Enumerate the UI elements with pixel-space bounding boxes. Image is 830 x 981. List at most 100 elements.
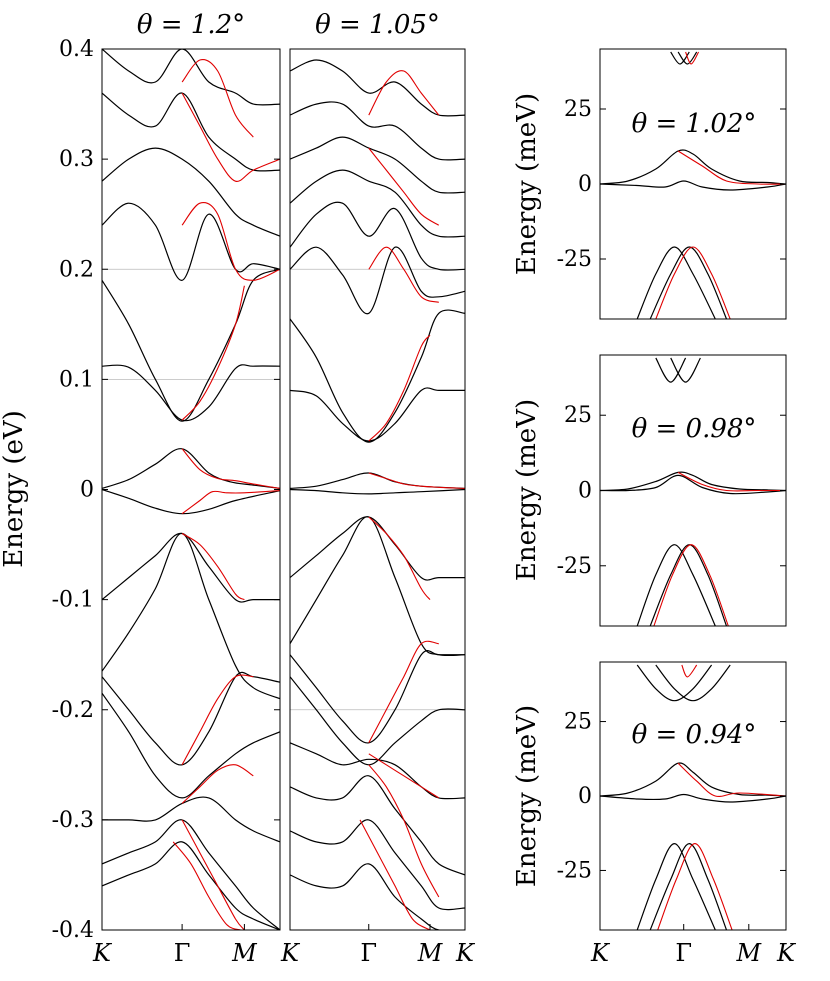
band-1.2-series-cone-dn-a: [102, 532, 280, 603]
band-1.05-series-lower-d: [290, 676, 465, 766]
band-1.2-series-upper-red-1: [181, 202, 280, 281]
band-1.2-series-cone-dn-red-2: [181, 674, 254, 766]
zoom-0.98-title: θ = 0.98°: [632, 414, 757, 444]
band-1.05-bands: [290, 59, 465, 930]
zoom-1.02-series-flat-dn: [600, 180, 786, 191]
band-1.05-title: θ = 1.05°: [315, 10, 440, 40]
zoom-0.98-series-flat-red: [677, 471, 786, 492]
band-1.2-series-upper-red-3: [181, 59, 254, 138]
zoom-0.98-ylabel: Energy (meV): [512, 399, 542, 581]
zoom-0.94-series-cone-dn-r: [649, 842, 728, 930]
band-1.05-series-upper-h: [290, 59, 465, 117]
band-1.05-series-cone-dn-c: [290, 650, 465, 744]
band-1.05-series-lower-flat: [290, 488, 465, 495]
band-1.05-series-upper-d: [290, 201, 465, 271]
zoom-0.98-bands: [600, 357, 786, 626]
band-1.05-series-lower-f: [290, 775, 465, 876]
band-1.2-frame: [101, 48, 281, 931]
zoom-0.98-ytick-label: -25: [557, 554, 592, 579]
band-1.05-series-upper-c: [290, 246, 465, 315]
zoom-0.98-ytick-label: 0: [578, 479, 592, 504]
band-1.2-series-lower-flat: [102, 488, 280, 515]
zoom-1.02-ylabel: Energy (meV): [512, 93, 542, 275]
zoom-0.98-ytick-label: 25: [564, 403, 592, 428]
band-1.05-series-lower-red-2: [359, 819, 431, 930]
band-1.2-series-lower-e: [102, 796, 280, 843]
band-1.05-series-upper-g: [290, 101, 465, 161]
zoom-0.94-ytick-label: 25: [564, 710, 592, 735]
zoom-0.94-xtick-label: K: [590, 939, 611, 967]
zoom-0.94-series-flat-red: [677, 762, 786, 797]
zoom-0.94-series-cone-up-red: [681, 664, 698, 678]
band-1.2-ytick-label: 0.1: [59, 367, 94, 392]
band-1.2-series-lower-g: [102, 841, 280, 930]
zoom-1.02-series-cone-up-r: [677, 51, 698, 65]
band-1.05-series-cone-up-red: [368, 334, 431, 442]
zoom-0.98-series-flat-dn: [600, 474, 786, 495]
zoom-0.98-series-cone-dn-red: [653, 544, 729, 626]
zoom-1.02-ytick-label: 0: [578, 172, 592, 197]
band-1.2-ytick-label: 0.3: [59, 147, 94, 172]
band-1.2-ytick-label: 0.2: [59, 257, 94, 282]
band-1.05-xtick-label: M: [417, 939, 444, 967]
band-1.05-series-cone-up-a: [290, 309, 465, 443]
band-1.05-series-upper-e: [290, 169, 465, 238]
zoom-0.94-bands: [600, 664, 786, 930]
zoom-0.98-series-cone-up-r: [670, 357, 701, 383]
band-1.2-series-upper-c: [102, 202, 280, 281]
band-1.2-panel: 0.4 0.3 0.2 0.1 0 -0.1 -0.2 -0.3 -0.4K Γ Mθ = 1.2°…: [0, 10, 281, 967]
band-1.2-xtick-label: M: [231, 939, 258, 967]
band-1.2-series-upper-flat: [102, 448, 280, 489]
zoom-0.94-xtick-label: K: [776, 939, 797, 967]
zoom-1.02-ytick-label: -25: [557, 247, 592, 272]
zoom-0.94-panel: 250-25K Γ M Kθ = 0.94°Energy (meV): [512, 661, 797, 967]
zoom-1.02-series-flat-red: [677, 150, 786, 185]
zoom-1.02-series-cone-dn-red: [655, 246, 731, 319]
zoom-0.94-title: θ = 0.94°: [632, 720, 757, 750]
band-1.05-series-cone-dn-red: [368, 516, 431, 600]
zoom-0.94-series-cone-dn-l: [636, 842, 716, 930]
zoom-0.94-ytick-label: 0: [578, 784, 592, 809]
band-1.2-series-cone-up-red: [181, 285, 245, 421]
band-1.2-xtick-label: Γ: [174, 939, 191, 967]
band-1.2-ylabel: Energy (eV): [0, 410, 29, 568]
band-1.05-series-lower-e: [290, 742, 465, 800]
zoom-1.02-panel: 25 0 -25 θ = 1.02° Energy (meV): [512, 48, 787, 320]
band-1.05-series-upper-red-3: [368, 70, 440, 116]
band-1.05-series-upper-flat-red: [368, 472, 465, 489]
band-1.2-series-lower-f: [102, 819, 280, 930]
band-1.2-series-lower-red-1: [181, 764, 254, 804]
band-1.2-title: θ = 1.2°: [137, 10, 245, 40]
zoom-0.98-panel: 25 0 -25 θ = 0.98° Energy (meV): [512, 354, 787, 627]
band-1.05-series-lower-red-1: [368, 764, 440, 898]
band-1.05-frame: [289, 48, 466, 931]
band-1.05-series-upper-red-2: [368, 147, 440, 226]
zoom-1.02-series-cone-up-red: [685, 51, 700, 65]
band-1.05-xtick-label: K: [455, 939, 476, 967]
band-1.2-series-lower-red-3: [172, 841, 241, 930]
zoom-0.94-xtick-label: Γ: [675, 939, 692, 967]
band-1.2-series-upper-f: [102, 49, 280, 106]
zoom-0.98-series-cone-dn-r: [649, 544, 728, 626]
zoom-0.94-xtick-label: M: [736, 939, 763, 967]
band-1.2-series-cone-up-b: [102, 364, 280, 422]
zoom-0.94-series-cone-dn-red: [657, 843, 733, 930]
band-1.05-panel: K Γ M Kθ = 1.05°: [280, 10, 476, 967]
zoom-1.02-title: θ = 1.02°: [632, 109, 757, 139]
band-1.2-ytick-label: -0.4: [52, 918, 94, 943]
zoom-0.98-series-flat-up: [600, 471, 786, 492]
band-1.2-series-upper-flat-red: [181, 448, 280, 489]
band-1.05-series-cone-dn-a: [290, 516, 465, 581]
zoom-0.94-series-cone-up-r: [655, 664, 731, 702]
zoom-0.94-series-flat-up: [600, 762, 786, 797]
band-1.05-series-cone-up-b: [290, 387, 465, 442]
band-1.05-series-cone-dn-b: [290, 516, 465, 657]
band-1.2-ytick-label: -0.1: [52, 588, 94, 613]
zoom-0.98-series-cone-up-l: [655, 357, 687, 383]
band-1.2-series-lower-red-2: [181, 819, 245, 930]
band-1.2-series-cone-dn-red: [181, 533, 245, 601]
band-1.2-series-lower-flat-red: [181, 490, 280, 515]
band-1.2-series-cone-up-a: [102, 268, 280, 422]
band-1.05-series-upper-red-1: [368, 246, 439, 303]
